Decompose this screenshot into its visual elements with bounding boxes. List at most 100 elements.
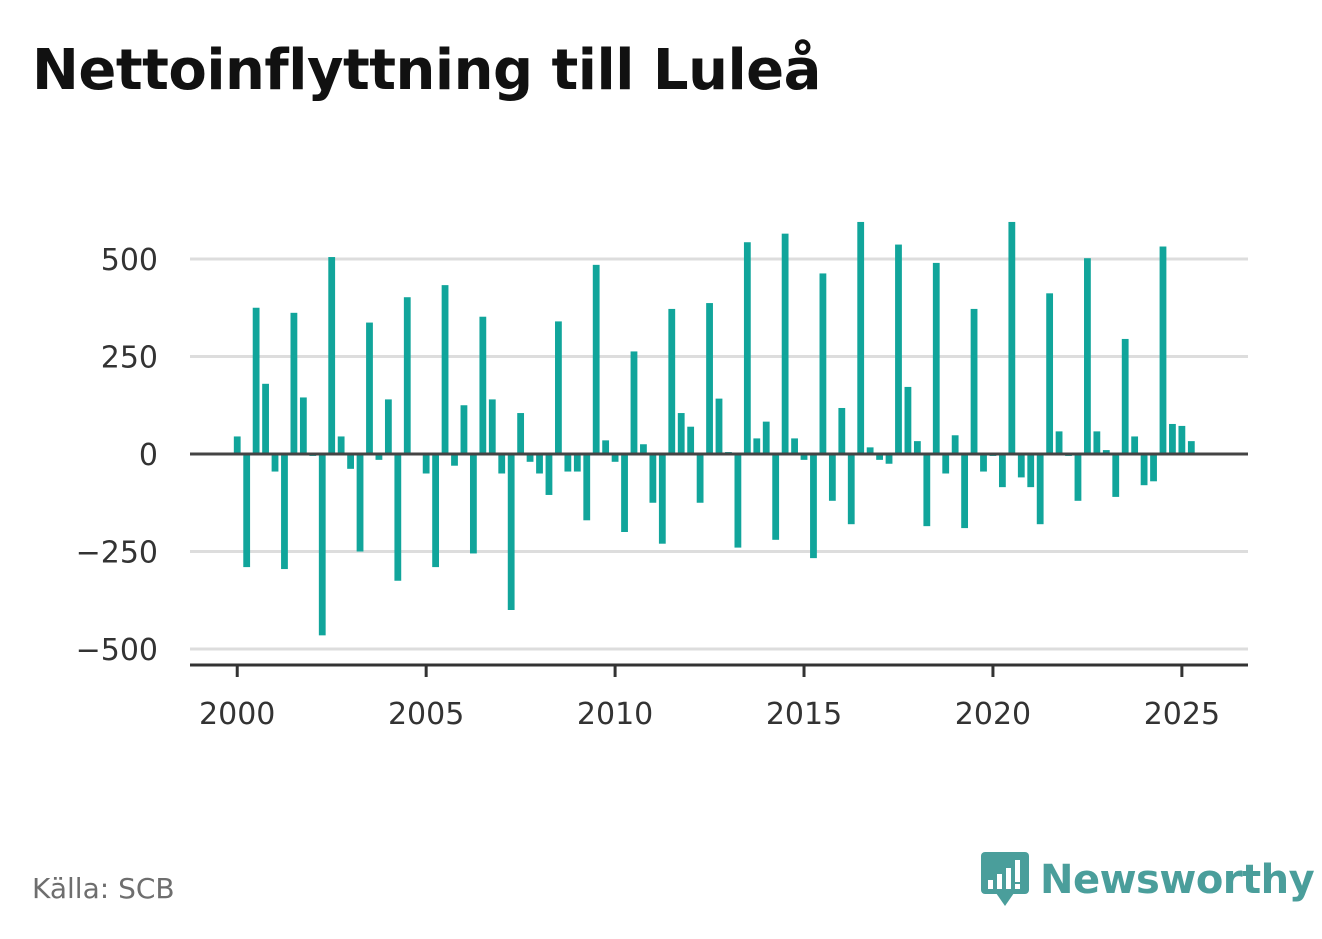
axes — [190, 452, 1248, 667]
source-note: Källa: SCB — [32, 872, 175, 905]
bar — [951, 435, 959, 454]
bar — [526, 454, 534, 462]
bar — [1093, 431, 1101, 454]
bar — [1112, 454, 1120, 497]
bar — [828, 454, 836, 501]
bar — [432, 454, 440, 568]
bar — [555, 321, 562, 454]
bar — [1036, 454, 1044, 525]
bar — [961, 454, 969, 529]
bar — [687, 426, 695, 454]
bar — [800, 454, 808, 460]
bar — [1084, 258, 1091, 454]
bar — [791, 438, 798, 454]
bar — [507, 454, 515, 610]
bar — [271, 454, 279, 472]
bar — [743, 242, 751, 454]
bar — [762, 421, 770, 454]
bar — [1008, 221, 1016, 454]
bar — [403, 297, 411, 454]
bar — [1131, 436, 1139, 454]
y-tick-label: −500 — [76, 633, 158, 668]
bar — [356, 454, 364, 552]
bar — [734, 454, 742, 548]
bar — [819, 273, 827, 454]
bar — [970, 308, 978, 454]
bar — [772, 454, 780, 540]
bar — [706, 303, 713, 454]
bar — [394, 454, 402, 581]
y-tick-label: 0 — [139, 438, 158, 473]
bar — [233, 436, 241, 454]
x-tick-label: 2020 — [955, 697, 1031, 732]
bar — [611, 454, 619, 462]
bar — [243, 454, 251, 568]
bar — [677, 413, 685, 454]
bar — [923, 454, 931, 527]
x-tick-label: 2000 — [199, 697, 275, 732]
bar — [1169, 423, 1176, 454]
bar — [640, 444, 647, 454]
bar — [441, 285, 449, 454]
bar — [847, 454, 855, 525]
bar — [932, 262, 940, 454]
bar — [715, 398, 723, 454]
bar — [451, 454, 458, 466]
bar — [885, 454, 893, 464]
y-tick-label: −250 — [76, 536, 158, 571]
x-axis-ticks: 2000 2005 2010 2015 2020 2025 — [199, 665, 1220, 732]
y-tick-label: 250 — [101, 341, 158, 376]
bar — [536, 454, 543, 474]
x-tick-label: 2010 — [577, 697, 653, 732]
bar — [592, 264, 600, 454]
bar — [998, 454, 1006, 488]
bar — [281, 454, 288, 570]
bar — [980, 454, 987, 472]
bar — [479, 316, 487, 454]
bar — [630, 351, 638, 454]
bar — [328, 257, 336, 454]
bar — [583, 454, 591, 521]
bar — [838, 407, 846, 454]
bar — [1102, 450, 1110, 454]
bar — [318, 454, 326, 636]
bar — [876, 454, 883, 460]
bar — [347, 454, 354, 469]
bar — [658, 454, 666, 544]
y-axis-ticks: 500 250 0 −250 −500 — [76, 243, 158, 668]
bar — [299, 397, 307, 454]
bar — [337, 436, 345, 454]
bar — [422, 454, 430, 474]
bar — [810, 454, 817, 559]
bar — [1140, 454, 1148, 486]
bar — [1187, 441, 1195, 454]
x-tick-label: 2005 — [388, 697, 464, 732]
bar — [942, 454, 950, 474]
bar — [753, 438, 761, 454]
bar — [290, 312, 298, 454]
bar — [573, 454, 581, 472]
bar — [375, 454, 383, 460]
bars — [233, 221, 1195, 636]
x-tick-label: 2015 — [766, 697, 842, 732]
bar — [866, 447, 874, 454]
bar — [781, 233, 789, 454]
bar — [1046, 293, 1054, 454]
bar — [1159, 246, 1167, 454]
bar — [252, 307, 260, 454]
bar — [895, 244, 902, 454]
bar — [913, 441, 921, 454]
bar — [366, 322, 373, 454]
bar — [498, 454, 506, 474]
bar — [384, 399, 392, 454]
brand-logo[interactable]: Newsworthy — [980, 850, 1315, 910]
bar — [1121, 338, 1129, 454]
bar — [1150, 454, 1157, 482]
bar — [488, 399, 496, 454]
bar — [1017, 454, 1025, 478]
y-tick-label: 500 — [101, 243, 158, 278]
bar — [904, 386, 912, 454]
bar — [696, 454, 704, 503]
bar — [1178, 425, 1186, 454]
bar — [649, 454, 657, 503]
